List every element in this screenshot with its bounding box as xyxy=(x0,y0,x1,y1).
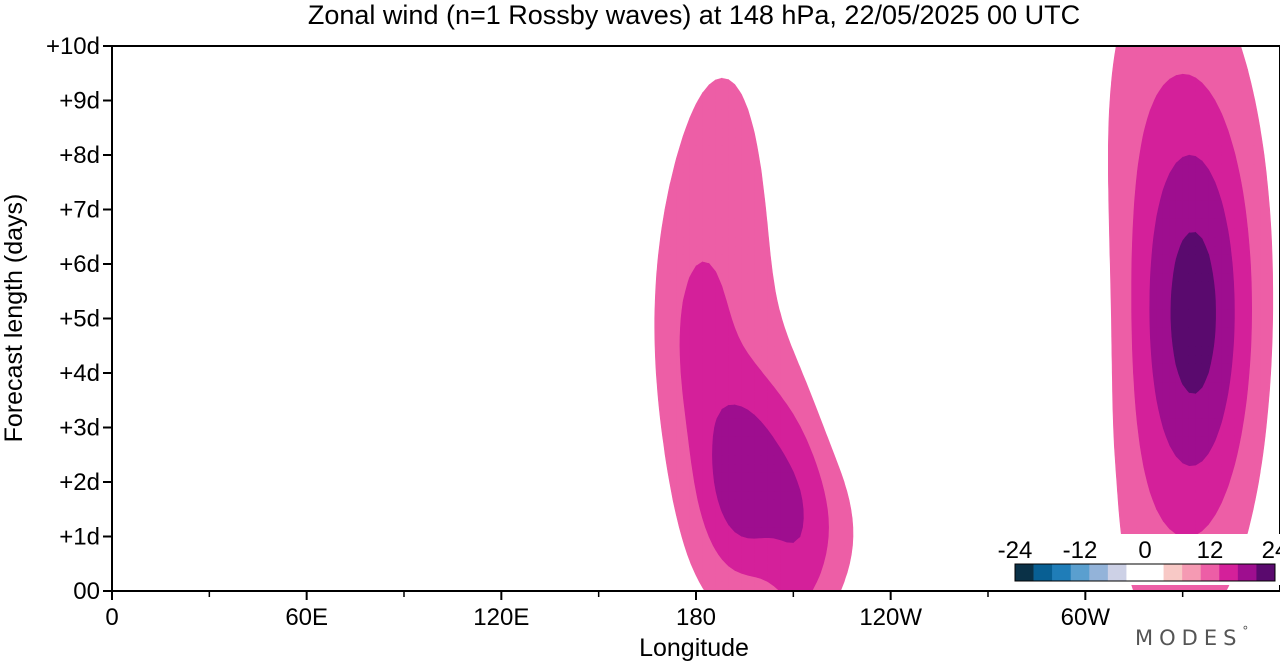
y-tick-label: +10d xyxy=(46,33,100,60)
colorbar-swatch xyxy=(1052,564,1072,581)
y-tick-label: 00 xyxy=(73,578,100,605)
colorbar-label: -24 xyxy=(998,537,1033,564)
colorbar-label: 0 xyxy=(1138,537,1151,564)
colorbar-swatch xyxy=(1237,564,1257,581)
y-tick-label: +7d xyxy=(59,197,100,224)
colorbar-label: 24 xyxy=(1262,537,1280,564)
colorbar-swatch xyxy=(1089,564,1109,581)
colorbar-swatch xyxy=(1256,564,1276,581)
colorbar-swatch xyxy=(1070,564,1090,581)
contour-field xyxy=(207,46,1274,591)
x-tick-label: 0 xyxy=(105,604,118,631)
colorbar-swatch xyxy=(1145,564,1164,581)
colorbar-swatch xyxy=(1219,564,1239,581)
colorbar-label: 12 xyxy=(1197,537,1224,564)
y-tick-label: +5d xyxy=(59,306,100,333)
x-axis: 0 60E 120E 180 120W 60W xyxy=(105,591,1184,631)
y-axis-label: Forecast length (days) xyxy=(0,194,28,443)
y-tick-label: +4d xyxy=(59,360,100,387)
y-tick-label: +1d xyxy=(59,524,100,551)
colorbar-swatch xyxy=(1015,564,1034,581)
colorbar-swatch xyxy=(1033,564,1053,581)
contour-band-neg6 xyxy=(207,46,510,591)
y-axis: 00 +1d +2d +3d +4d +5d +6d +7d +8d +9d +10d xyxy=(46,33,112,605)
registered-mark: ° xyxy=(1242,624,1254,638)
colorbar-label: -12 xyxy=(1063,537,1098,564)
y-tick-label: +2d xyxy=(59,469,100,496)
chart-title: Zonal wind (n=1 Rossby waves) at 148 hPa… xyxy=(308,0,1080,30)
x-tick-label: 60W xyxy=(1061,604,1111,631)
x-tick-label: 180 xyxy=(676,604,716,631)
colorbar-swatch xyxy=(1163,564,1183,581)
contour-band-pos15 xyxy=(1170,231,1216,394)
y-tick-label: +9d xyxy=(59,88,100,115)
modes-logo: MODES° xyxy=(1135,624,1254,650)
y-tick-label: +6d xyxy=(59,251,100,278)
colorbar: -24 -12 0 12 24 xyxy=(998,534,1280,585)
colorbar-swatch xyxy=(1107,564,1127,581)
x-axis-label: Longitude xyxy=(639,634,749,662)
colorbar-swatch xyxy=(1126,564,1146,581)
y-tick-label: +3d xyxy=(59,415,100,442)
x-tick-label: 60E xyxy=(285,604,328,631)
x-tick-label: 120W xyxy=(859,604,922,631)
colorbar-swatch xyxy=(1182,564,1202,581)
colorbar-swatch xyxy=(1200,564,1220,581)
colorbar-frame xyxy=(1014,563,1276,582)
y-tick-label: +8d xyxy=(59,142,100,169)
x-tick-label: 120E xyxy=(473,604,529,631)
